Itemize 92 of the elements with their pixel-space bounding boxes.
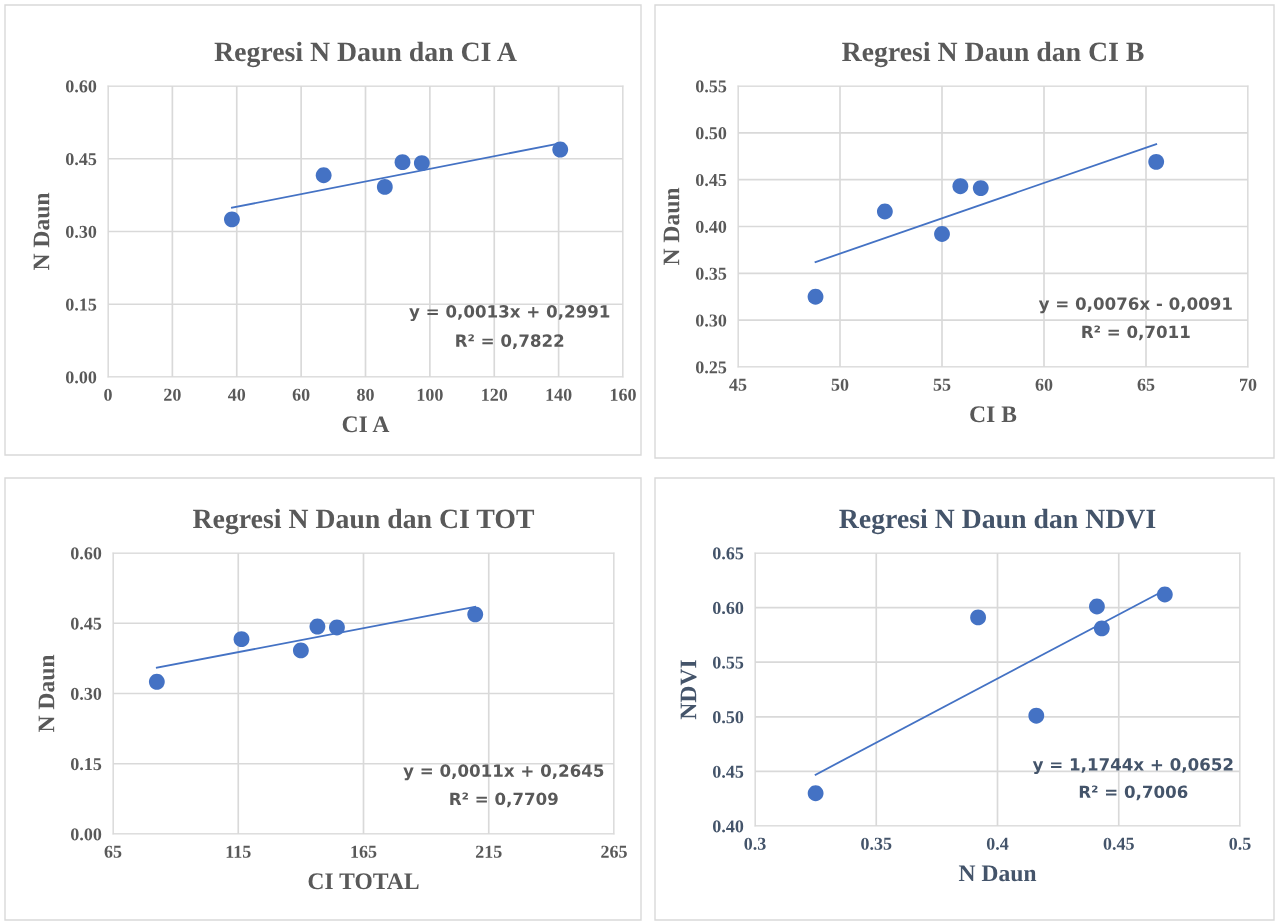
x-axis-title: N Daun bbox=[958, 865, 1037, 882]
x-tick-label: 45 bbox=[729, 378, 747, 391]
chart-title: Regresi N Daun dan NDVI bbox=[839, 508, 1156, 535]
point bbox=[292, 642, 309, 659]
y-tick-label: 0.55 bbox=[695, 80, 727, 93]
x-tick-label: 60 bbox=[1035, 378, 1053, 391]
x-tick-label: 65 bbox=[104, 845, 122, 858]
y-axis-title: N Daun bbox=[663, 187, 680, 266]
point bbox=[315, 167, 332, 184]
x-tick-label: 0.45 bbox=[1103, 837, 1134, 850]
annotation: R² = 0,7006 bbox=[1079, 785, 1188, 801]
y-tick-label: 0.40 bbox=[712, 820, 744, 833]
y-tick-label: 0.45 bbox=[70, 617, 102, 630]
annotation: y = 1,1744x + 0,0652 bbox=[1032, 758, 1233, 775]
y-tick-label: 0.60 bbox=[70, 547, 102, 560]
chart-title: Regresi N Daun dan CI B bbox=[842, 41, 1144, 68]
point bbox=[233, 631, 250, 648]
x-tick-label: 140 bbox=[546, 388, 572, 401]
y-axis-title: N Daun bbox=[33, 192, 50, 271]
chart-title: Regresi N Daun dan CI A bbox=[214, 41, 517, 68]
point bbox=[329, 619, 345, 636]
x-tick-label: 0.5 bbox=[1229, 837, 1251, 850]
point bbox=[1148, 153, 1165, 170]
point bbox=[552, 141, 569, 158]
y-tick-label: 0.40 bbox=[695, 220, 727, 234]
y-tick-label: 0.60 bbox=[65, 80, 97, 93]
point bbox=[1028, 707, 1045, 724]
y-tick-label: 0.30 bbox=[695, 314, 727, 327]
x-axis-title: CI TOTAL bbox=[308, 873, 419, 890]
point bbox=[972, 180, 989, 197]
point bbox=[876, 203, 893, 220]
y-tick-label: 0.15 bbox=[70, 758, 102, 771]
x-tick-label: 100 bbox=[417, 388, 443, 401]
x-tick-label: 0.4 bbox=[986, 837, 1009, 850]
x-tick-label: 20 bbox=[164, 388, 181, 401]
x-tick-label: 0 bbox=[104, 388, 112, 401]
x-tick-label: 215 bbox=[475, 845, 502, 858]
y-tick-label: 0.45 bbox=[712, 765, 744, 778]
x-tick-label: 265 bbox=[601, 845, 627, 858]
y-tick-label: 0.55 bbox=[712, 656, 744, 669]
y-axis-title: N Daun bbox=[38, 654, 55, 733]
y-tick-label: 0.35 bbox=[695, 267, 727, 280]
chart-title: Regresi N Daun dan CI TOT bbox=[192, 508, 535, 535]
x-tick-label: 50 bbox=[831, 378, 849, 391]
point bbox=[934, 226, 950, 242]
annotation: y = 0,0011x + 0,2645 bbox=[403, 764, 604, 781]
point bbox=[376, 178, 393, 195]
x-tick-label: 60 bbox=[292, 388, 310, 401]
point bbox=[394, 154, 411, 171]
point bbox=[1156, 586, 1173, 603]
x-tick-label: 55 bbox=[933, 378, 951, 391]
x-tick-label: 165 bbox=[351, 845, 377, 858]
y-tick-label: 0.00 bbox=[70, 828, 102, 841]
y-tick-label: 0.50 bbox=[712, 711, 744, 724]
x-tick-label: 65 bbox=[1137, 378, 1155, 391]
point bbox=[467, 606, 484, 623]
x-axis-title: CI A bbox=[342, 416, 390, 433]
point bbox=[1093, 620, 1110, 637]
x-tick-label: 0.3 bbox=[744, 837, 766, 850]
y-tick-label: 0.30 bbox=[65, 225, 97, 239]
y-tick-label: 0.65 bbox=[712, 547, 744, 560]
x-tick-label: 0.35 bbox=[861, 837, 892, 850]
y-tick-label: 0.45 bbox=[695, 173, 727, 187]
x-tick-label: 115 bbox=[226, 845, 251, 858]
annotation: y = 0,0076x - 0,0091 bbox=[1038, 297, 1232, 314]
point bbox=[148, 673, 165, 690]
point bbox=[807, 288, 824, 305]
annotation: R² = 0,7822 bbox=[456, 334, 564, 350]
point bbox=[413, 155, 430, 172]
y-tick-label: 0.30 bbox=[70, 687, 102, 701]
y-axis-title: NDVI bbox=[680, 660, 697, 720]
y-tick-label: 0.60 bbox=[712, 601, 744, 615]
y-tick-label: 0.50 bbox=[695, 127, 727, 140]
point bbox=[1089, 598, 1105, 615]
x-tick-label: 80 bbox=[357, 388, 374, 401]
y-tick-label: 0.25 bbox=[695, 361, 727, 374]
y-tick-label: 0.00 bbox=[65, 371, 97, 384]
annotation: y = 0,0013x + 0,2991 bbox=[409, 305, 610, 322]
y-tick-label: 0.45 bbox=[65, 153, 97, 166]
annotation: R² = 0,7709 bbox=[450, 792, 558, 808]
x-tick-label: 40 bbox=[227, 388, 246, 401]
x-tick-label: 160 bbox=[610, 388, 636, 401]
x-tick-label: 120 bbox=[482, 388, 508, 401]
annotation: R² = 0,7011 bbox=[1082, 325, 1190, 341]
point bbox=[807, 785, 824, 802]
y-tick-label: 0.15 bbox=[65, 298, 97, 311]
point bbox=[952, 178, 969, 195]
x-axis-title: CI B bbox=[970, 406, 1017, 423]
point bbox=[970, 609, 987, 626]
point bbox=[309, 618, 326, 635]
point bbox=[224, 211, 240, 228]
x-tick-label: 70 bbox=[1240, 378, 1257, 391]
